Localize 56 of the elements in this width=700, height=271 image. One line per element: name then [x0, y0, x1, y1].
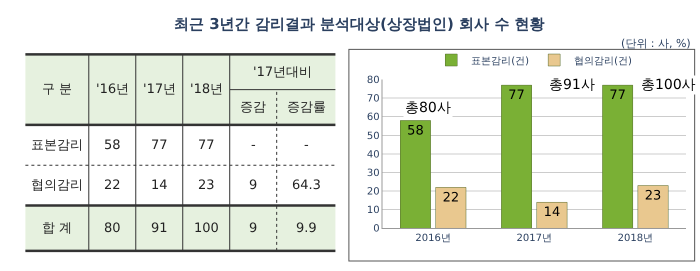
- text: 합 계: [42, 221, 72, 236]
- text: '18년: [190, 82, 224, 97]
- text: 22: [104, 178, 121, 193]
- data-label: 77: [609, 88, 626, 104]
- text: -: [251, 138, 256, 153]
- x-tick-label: 2018년: [618, 233, 654, 244]
- annotation: 총80사: [405, 100, 451, 116]
- text: 80: [104, 221, 121, 236]
- text: 58: [104, 138, 121, 153]
- data-label: 58: [407, 123, 424, 138]
- legend-label: 표본감리(건): [471, 56, 530, 67]
- y-tick-label: 40: [366, 149, 380, 160]
- text: 23: [198, 178, 215, 193]
- annotation: 총100사: [641, 77, 696, 93]
- text: 64.3: [292, 178, 321, 193]
- bar: [638, 185, 668, 228]
- data-label: 23: [644, 188, 662, 204]
- text: '16년: [96, 82, 130, 97]
- text: 구 분: [42, 82, 72, 97]
- text: 77: [151, 138, 168, 153]
- text: 9.9: [296, 221, 317, 236]
- text: 14: [151, 178, 168, 193]
- y-tick-label: 70: [366, 94, 380, 105]
- data-label: 22: [442, 190, 460, 206]
- text: 증감률: [287, 100, 326, 115]
- text: '17년대비: [253, 65, 312, 80]
- bar: [400, 120, 431, 228]
- text: 협의감리: [31, 178, 83, 193]
- bar: [602, 84, 634, 228]
- y-tick-label: 30: [366, 168, 380, 179]
- data-label: 14: [544, 205, 560, 220]
- bar: [435, 187, 466, 228]
- text: 91: [151, 221, 168, 236]
- data-label: 77: [508, 88, 525, 104]
- y-tick-label: 60: [366, 112, 380, 124]
- text: 최근 3년간 감리결과 분석대상(상장법인) 회사 수 현황: [174, 15, 544, 33]
- y-tick-label: 80: [366, 75, 380, 86]
- text: 9: [249, 221, 258, 236]
- y-tick-label: 20: [366, 186, 380, 198]
- bar: [501, 84, 532, 228]
- text: 100: [194, 221, 219, 236]
- text: 77: [198, 138, 215, 153]
- text: (단위 : 사, %): [621, 37, 691, 50]
- text: '17년: [143, 82, 176, 97]
- y-tick-label: 0: [373, 224, 380, 235]
- bar: [536, 202, 568, 228]
- annotation: 총91사: [549, 77, 595, 93]
- x-tick-label: 2016년: [415, 233, 451, 244]
- text: 9: [249, 178, 258, 193]
- text: -: [304, 138, 309, 153]
- text: 표본감리: [31, 138, 83, 153]
- y-tick-label: 10: [366, 205, 380, 216]
- legend-label: 협의감리(건): [574, 56, 632, 67]
- text: 증감: [240, 100, 266, 115]
- y-tick-label: 50: [366, 130, 380, 142]
- x-tick-label: 2017년: [516, 233, 552, 244]
